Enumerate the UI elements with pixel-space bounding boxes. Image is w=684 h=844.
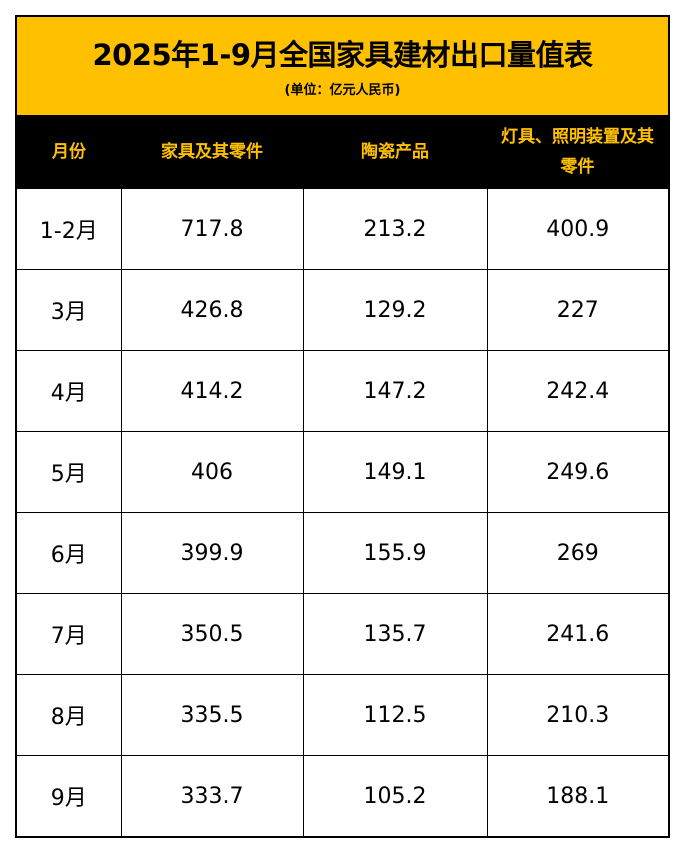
lighting-cell: 227	[486, 269, 668, 351]
header-furniture: 家具及其零件	[121, 116, 303, 189]
table-row: 4月 414.2 147.2 242.4	[17, 350, 668, 432]
table-row: 6月 399.9 155.9 269	[17, 512, 668, 594]
month-cell: 7月	[17, 593, 122, 675]
table-title: 2025年1-9月全国家具建材出口量值表	[92, 38, 593, 72]
month-cell: 4月	[17, 350, 122, 432]
furniture-cell: 717.8	[120, 188, 304, 270]
table-row: 5月 406 149.1 249.6	[17, 431, 668, 513]
export-table-card: 2025年1-9月全国家具建材出口量值表 (单位：亿元人民币) 月份 家具及其零…	[15, 15, 670, 838]
ceramics-cell: 155.9	[302, 512, 488, 594]
ceramics-cell: 149.1	[302, 431, 488, 513]
export-table: 月份 家具及其零件 陶瓷产品 灯具、照明装置及其零件 1-2月 717.8 213.…	[17, 116, 668, 836]
ceramics-cell: 129.2	[302, 269, 488, 351]
month-cell: 5月	[17, 431, 122, 513]
table-row: 9月 333.7 105.2 188.1	[17, 755, 668, 836]
lighting-cell: 269	[486, 512, 668, 594]
month-cell: 1-2月	[17, 188, 122, 270]
table-row: 1-2月 717.8 213.2 400.9	[17, 188, 668, 270]
furniture-cell: 333.7	[120, 755, 304, 836]
lighting-cell: 242.4	[486, 350, 668, 432]
month-cell: 8月	[17, 674, 122, 756]
ceramics-cell: 147.2	[302, 350, 488, 432]
month-cell: 9月	[17, 755, 122, 836]
header-lighting: 灯具、照明装置及其零件	[487, 116, 668, 189]
header-month: 月份	[17, 116, 121, 189]
lighting-cell: 210.3	[486, 674, 668, 756]
lighting-cell: 188.1	[486, 755, 668, 836]
table-row: 3月 426.8 129.2 227	[17, 269, 668, 351]
month-cell: 6月	[17, 512, 122, 594]
furniture-cell: 335.5	[120, 674, 304, 756]
furniture-cell: 414.2	[120, 350, 304, 432]
header-row: 月份 家具及其零件 陶瓷产品 灯具、照明装置及其零件	[17, 116, 668, 189]
lighting-cell: 249.6	[486, 431, 668, 513]
ceramics-cell: 135.7	[302, 593, 488, 675]
unit-subtitle: (单位：亿元人民币)	[284, 83, 401, 98]
ceramics-cell: 105.2	[302, 755, 488, 836]
table-row: 8月 335.5 112.5 210.3	[17, 674, 668, 756]
furniture-cell: 406	[120, 431, 304, 513]
table-row: 7月 350.5 135.7 241.6	[17, 593, 668, 675]
lighting-cell: 241.6	[486, 593, 668, 675]
ceramics-cell: 213.2	[302, 188, 488, 270]
lighting-cell: 400.9	[486, 188, 668, 270]
month-cell: 3月	[17, 269, 122, 351]
header-ceramics: 陶瓷产品	[303, 116, 487, 189]
title-band: 2025年1-9月全国家具建材出口量值表 (单位：亿元人民币)	[17, 17, 668, 116]
furniture-cell: 426.8	[120, 269, 304, 351]
furniture-cell: 399.9	[120, 512, 304, 594]
ceramics-cell: 112.5	[302, 674, 488, 756]
furniture-cell: 350.5	[120, 593, 304, 675]
